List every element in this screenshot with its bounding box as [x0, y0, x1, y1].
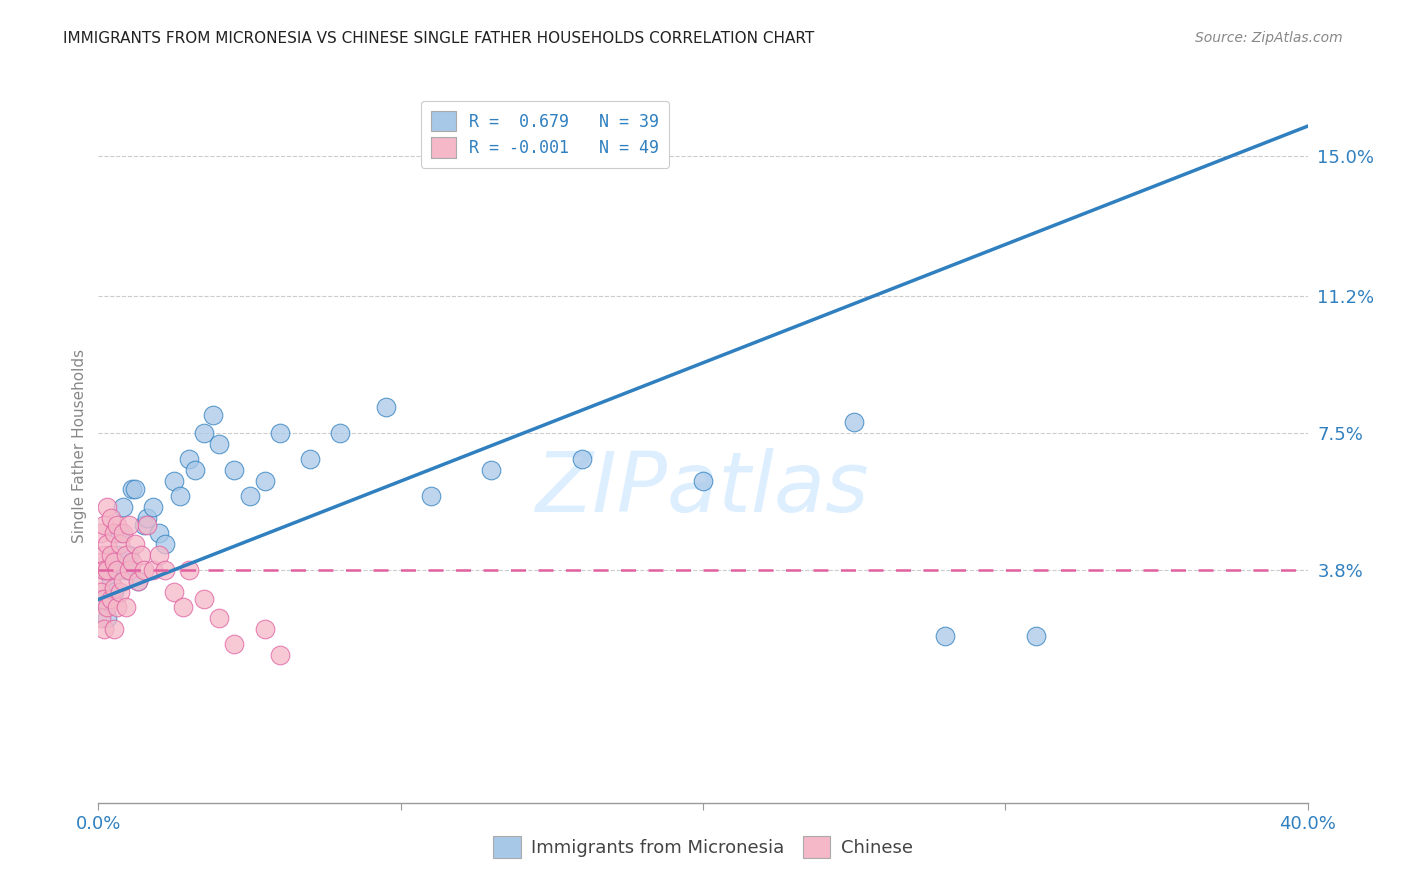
- Point: [153, 563, 176, 577]
- Point: [193, 592, 215, 607]
- Point: [96, 500, 118, 514]
- Point: [90, 556, 112, 570]
- Point: [114, 599, 136, 614]
- Point: [118, 563, 141, 577]
- Y-axis label: Single Father Households: Single Father Households: [72, 349, 87, 543]
- Point: [253, 474, 276, 488]
- Point: [420, 489, 443, 503]
- Point: [96, 599, 118, 614]
- Point: [100, 511, 122, 525]
- Point: [844, 415, 866, 429]
- Point: [129, 548, 152, 562]
- Point: [105, 548, 128, 562]
- Point: [481, 463, 503, 477]
- Point: [114, 548, 136, 562]
- Point: [571, 452, 593, 467]
- Point: [100, 592, 122, 607]
- Point: [103, 622, 125, 636]
- Point: [96, 611, 118, 625]
- Point: [111, 525, 134, 540]
- Point: [172, 599, 194, 614]
- Point: [90, 525, 112, 540]
- Point: [100, 574, 122, 588]
- Point: [253, 622, 276, 636]
- Point: [1024, 629, 1046, 643]
- Point: [179, 563, 201, 577]
- Text: IMMIGRANTS FROM MICRONESIA VS CHINESE SINGLE FATHER HOUSEHOLDS CORRELATION CHART: IMMIGRANTS FROM MICRONESIA VS CHINESE SI…: [63, 31, 814, 46]
- Point: [96, 563, 118, 577]
- Point: [105, 518, 128, 533]
- Point: [100, 548, 122, 562]
- Point: [208, 611, 231, 625]
- Point: [374, 400, 396, 414]
- Point: [90, 574, 112, 588]
- Point: [103, 585, 125, 599]
- Point: [142, 563, 165, 577]
- Point: [163, 474, 186, 488]
- Point: [132, 518, 155, 533]
- Point: [163, 585, 186, 599]
- Point: [148, 525, 170, 540]
- Point: [193, 425, 215, 440]
- Point: [114, 563, 136, 577]
- Point: [93, 592, 115, 607]
- Point: [96, 537, 118, 551]
- Point: [184, 463, 207, 477]
- Point: [93, 548, 115, 562]
- Point: [299, 452, 322, 467]
- Point: [127, 574, 149, 588]
- Point: [269, 425, 291, 440]
- Point: [239, 489, 262, 503]
- Point: [329, 425, 352, 440]
- Point: [118, 548, 141, 562]
- Point: [111, 574, 134, 588]
- Point: [692, 474, 714, 488]
- Point: [90, 585, 112, 599]
- Point: [124, 537, 146, 551]
- Point: [208, 437, 231, 451]
- Point: [169, 489, 191, 503]
- Point: [127, 574, 149, 588]
- Point: [103, 525, 125, 540]
- Point: [93, 563, 115, 577]
- Point: [202, 408, 225, 422]
- Point: [93, 622, 115, 636]
- Point: [934, 629, 956, 643]
- Point: [105, 599, 128, 614]
- Point: [269, 648, 291, 662]
- Point: [132, 563, 155, 577]
- Point: [135, 511, 157, 525]
- Point: [111, 500, 134, 514]
- Point: [93, 563, 115, 577]
- Point: [90, 611, 112, 625]
- Point: [103, 582, 125, 596]
- Point: [108, 525, 131, 540]
- Point: [148, 548, 170, 562]
- Point: [108, 537, 131, 551]
- Point: [93, 518, 115, 533]
- Point: [121, 556, 143, 570]
- Legend: Immigrants from Micronesia, Chinese: Immigrants from Micronesia, Chinese: [486, 829, 920, 865]
- Point: [224, 637, 246, 651]
- Text: Source: ZipAtlas.com: Source: ZipAtlas.com: [1195, 31, 1343, 45]
- Point: [90, 592, 112, 607]
- Point: [179, 452, 201, 467]
- Point: [135, 518, 157, 533]
- Point: [121, 482, 143, 496]
- Point: [224, 463, 246, 477]
- Point: [103, 556, 125, 570]
- Text: ZIPatlas: ZIPatlas: [536, 449, 870, 529]
- Point: [124, 482, 146, 496]
- Point: [108, 585, 131, 599]
- Point: [153, 537, 176, 551]
- Point: [142, 500, 165, 514]
- Point: [118, 518, 141, 533]
- Point: [105, 563, 128, 577]
